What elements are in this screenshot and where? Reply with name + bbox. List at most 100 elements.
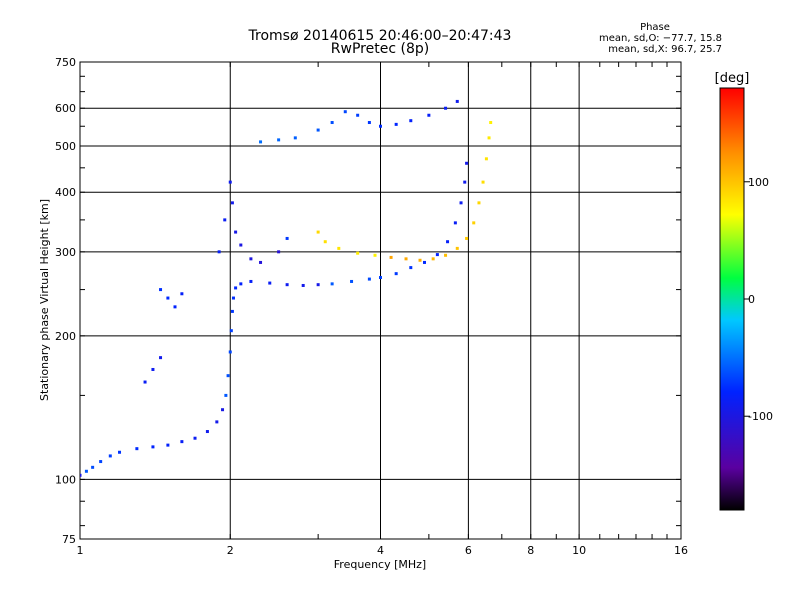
data-point (459, 201, 463, 205)
colorbar-tick-label: 100 (748, 176, 769, 189)
stat-x-mode: mean, sd,X: 96.7, 25.7 (608, 44, 722, 55)
data-point (394, 272, 398, 276)
data-point (229, 329, 233, 333)
data-point (484, 157, 488, 161)
data-point (166, 443, 170, 447)
colorbar-gradient (719, 87, 745, 511)
data-point (259, 260, 263, 264)
data-point (316, 283, 320, 287)
data-point (455, 99, 459, 103)
data-point (249, 257, 253, 261)
data-point (285, 283, 289, 287)
data-point (205, 430, 209, 434)
data-point (330, 282, 334, 286)
y-tick-label: 300 (55, 246, 76, 259)
data-point (230, 309, 234, 313)
x-tick-label: 2 (227, 544, 234, 557)
data-point (389, 255, 393, 259)
data-point (180, 440, 184, 444)
data-point (159, 288, 163, 292)
data-point (472, 221, 476, 225)
data-point (455, 246, 459, 250)
data-point (446, 240, 450, 244)
data-point (193, 436, 197, 440)
data-point (379, 124, 382, 128)
data-point (481, 180, 485, 184)
data-point (487, 136, 491, 140)
data-point (453, 221, 457, 225)
x-tick-label: 4 (377, 544, 384, 557)
data-point (427, 113, 431, 117)
data-point (221, 408, 225, 412)
x-tick-label: 10 (572, 544, 586, 557)
data-point (285, 236, 289, 240)
data-points (80, 99, 493, 477)
data-point (234, 230, 238, 234)
data-point (356, 113, 360, 117)
data-point (379, 276, 382, 280)
data-point (316, 230, 320, 234)
y-tick-label: 200 (55, 330, 76, 343)
data-point (135, 447, 139, 451)
data-point (465, 236, 469, 240)
colorbar-ticks: 100 0 -100 (744, 176, 773, 423)
data-point (465, 161, 469, 165)
data-point (80, 473, 82, 477)
stat-o-mode: mean, sd,O: −77.7, 15.8 (599, 33, 722, 44)
data-point (477, 201, 481, 205)
colorbar-tick-label: 0 (748, 293, 755, 306)
chart-subtitle: RwPretec (8p) (330, 41, 430, 57)
y-tick-label: 100 (55, 473, 76, 486)
data-point (228, 350, 232, 354)
x-tick-label: 1 (77, 544, 84, 557)
data-point (293, 136, 297, 140)
data-point (409, 119, 413, 123)
data-point (239, 243, 243, 247)
data-point (330, 121, 334, 125)
data-point (215, 420, 219, 424)
colorbar-tick-label: -100 (748, 410, 773, 423)
data-point (431, 257, 435, 261)
data-point (108, 454, 112, 458)
data-point (226, 374, 230, 378)
x-tick-label: 16 (674, 544, 688, 557)
data-point (463, 180, 467, 184)
x-axis-label: Frequency [MHz] (334, 558, 426, 571)
y-tick-label: 750 (55, 56, 76, 69)
data-point (418, 258, 422, 262)
data-point (444, 106, 448, 110)
data-point (489, 121, 493, 125)
data-point (323, 240, 327, 244)
y-tick-label: 400 (55, 186, 76, 199)
x-tick-label: 8 (527, 544, 534, 557)
data-point (224, 393, 228, 397)
y-tick-label: 75 (62, 533, 76, 546)
data-point (367, 277, 371, 281)
data-point (249, 279, 253, 283)
data-point (239, 282, 243, 286)
data-point (277, 138, 281, 142)
phase-label: Phase (640, 22, 670, 33)
chart-title: Tromsø 20140615 20:46:00–20:47:43 (248, 28, 512, 44)
data-point (151, 367, 155, 371)
data-point (230, 201, 234, 205)
data-point (223, 218, 227, 222)
data-point (394, 122, 398, 126)
data-point (350, 279, 354, 283)
data-point (422, 260, 426, 264)
data-point (99, 460, 103, 464)
x-tick-labels: 1 2 4 6 8 10 16 (77, 544, 689, 557)
y-tick-labels: 75 100 200 300 400 500 600 750 (55, 56, 76, 546)
data-point (173, 305, 177, 309)
data-point (367, 121, 371, 125)
colorbar-label: [deg] (715, 71, 750, 86)
data-point (166, 296, 170, 300)
data-point (409, 266, 413, 270)
data-point (373, 253, 377, 257)
data-point (118, 450, 122, 454)
axis-ticks (79, 61, 682, 540)
data-point (337, 246, 341, 250)
data-point (234, 286, 238, 290)
data-point (91, 465, 95, 469)
